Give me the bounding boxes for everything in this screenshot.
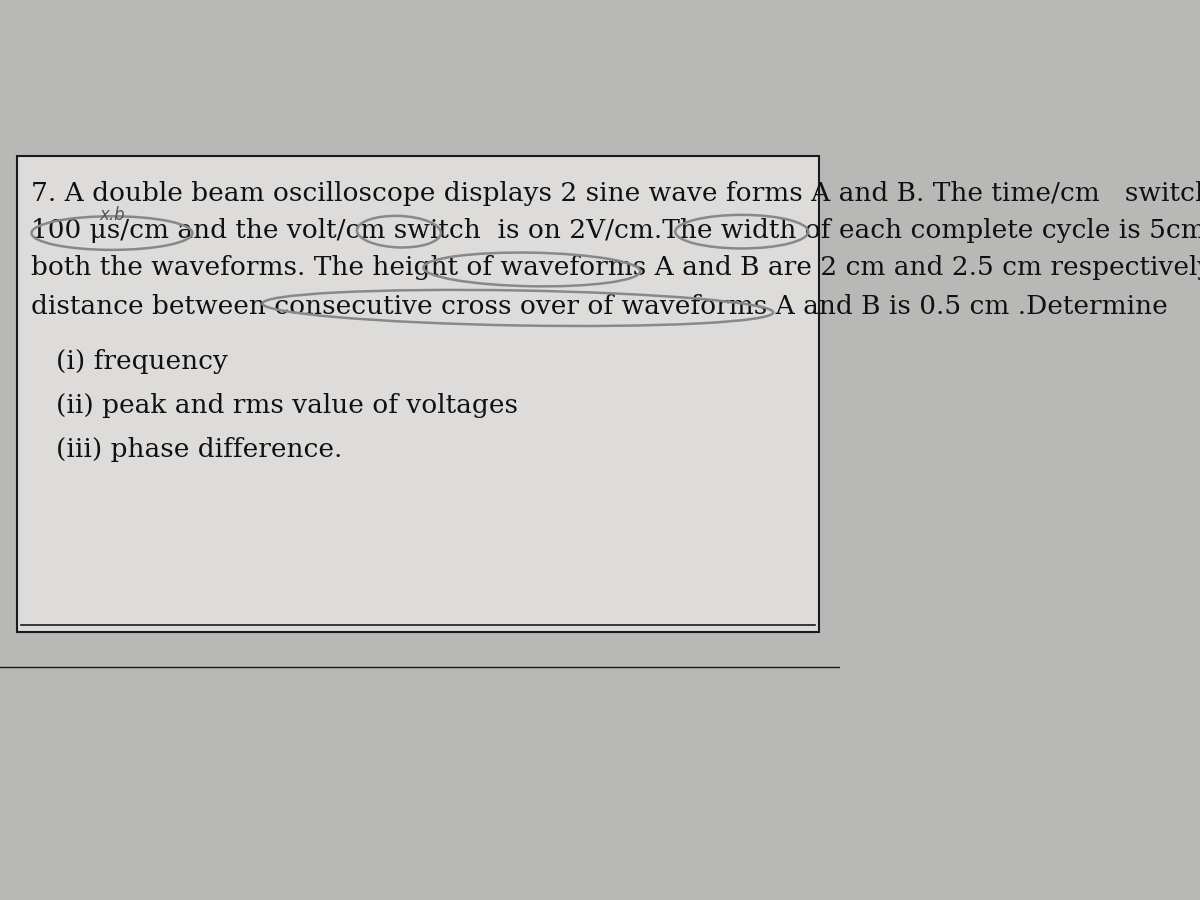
Text: both the waveforms. The height of waveforms A and B are 2 cm and 2.5 cm respecti: both the waveforms. The height of wavefo… (31, 256, 1200, 281)
Text: 7. A double beam oscilloscope displays 2 sine wave forms A and B. The time/cm   : 7. A double beam oscilloscope displays 2… (31, 181, 1200, 205)
Text: (ii) peak and rms value of voltages: (ii) peak and rms value of voltages (56, 392, 518, 418)
Text: (i) frequency: (i) frequency (56, 348, 228, 374)
Polygon shape (18, 156, 818, 632)
Text: (iii) phase difference.: (iii) phase difference. (56, 437, 342, 463)
Text: 100 μs/cm and the volt/cm switch  is on 2V/cm.The width of each complete cycle i: 100 μs/cm and the volt/cm switch is on 2… (31, 218, 1200, 243)
Text: distance between consecutive cross over of waveforms A and B is 0.5 cm .Determin: distance between consecutive cross over … (31, 294, 1169, 319)
Text: x.b: x.b (100, 206, 125, 224)
